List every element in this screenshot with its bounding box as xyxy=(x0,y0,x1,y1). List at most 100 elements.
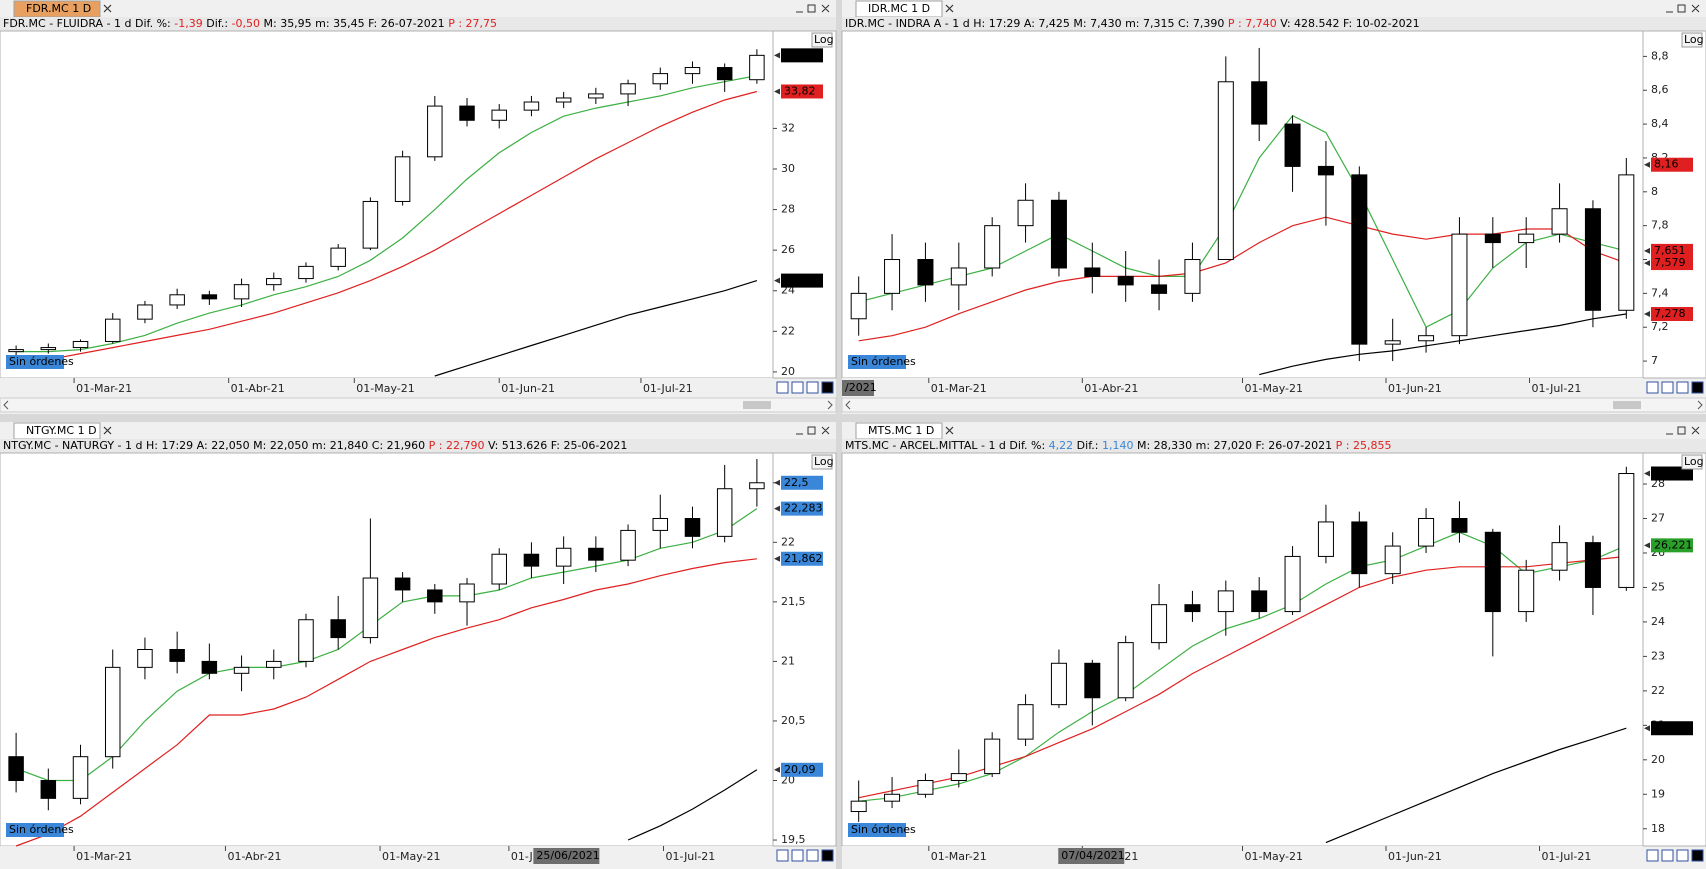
x-axis-area xyxy=(0,378,773,398)
y-tick-label: 21 xyxy=(781,654,795,667)
header-segment: Dif.: xyxy=(1073,439,1102,452)
tab-close-icon[interactable] xyxy=(103,4,112,13)
tab-close-icon[interactable] xyxy=(945,426,954,435)
price-tag-label: 35,6 xyxy=(784,48,809,61)
header: FDR.MC - FLUIDRA - 1 d Dif. %: -1,39 Dif… xyxy=(3,17,497,30)
header-segment: P : 22,790 xyxy=(429,439,485,452)
orders-badge xyxy=(848,355,906,369)
price-tag xyxy=(1651,256,1693,271)
y-tick-label: 20 xyxy=(781,365,795,378)
toolbar-icon[interactable] xyxy=(1691,849,1704,862)
tab-close-icon[interactable] xyxy=(945,4,954,13)
scroll-arrow[interactable] xyxy=(845,400,851,410)
moving-average xyxy=(627,769,758,841)
toolbar-icon[interactable] xyxy=(1646,849,1659,862)
log-button[interactable] xyxy=(811,32,833,48)
window-controls[interactable] xyxy=(1666,4,1700,13)
cursor-date xyxy=(533,848,600,864)
price-tag-arrow xyxy=(774,555,780,562)
y-tick-label: 25 xyxy=(1651,580,1665,593)
x-axis-area xyxy=(842,846,1643,866)
y-tick-label: 7 xyxy=(1651,354,1658,367)
toolbar-icon[interactable] xyxy=(776,849,789,862)
candle-body xyxy=(298,265,314,280)
price-tag-label: 20,916 xyxy=(1654,721,1693,734)
x-tick-label: 01-Mar-21 xyxy=(76,382,132,395)
candle-body xyxy=(266,278,282,286)
price-tag-label: 7,579 xyxy=(1654,256,1686,269)
window-controls[interactable] xyxy=(796,426,830,435)
header-segment: V: 428.542 F: 10-02-2021 xyxy=(1277,17,1420,30)
window-controls[interactable] xyxy=(1666,426,1700,435)
candle-body xyxy=(1518,569,1535,613)
candle-body xyxy=(749,54,765,81)
log-button[interactable] xyxy=(811,454,833,470)
y-tick-label: 20 xyxy=(1651,753,1665,766)
scrollbar[interactable] xyxy=(0,397,837,413)
candle-body xyxy=(72,756,89,799)
price-tag-label: 22,5 xyxy=(784,476,809,489)
candle-body xyxy=(137,304,153,320)
price-tag-label: 21,862 xyxy=(784,552,823,565)
plot-area xyxy=(841,452,1644,847)
cursor-date-label: /2021 xyxy=(845,381,877,394)
price-tag-label: 22,283 xyxy=(784,502,823,515)
candle-body xyxy=(1017,704,1034,740)
toolbar-icon[interactable] xyxy=(1676,849,1689,862)
log-button[interactable] xyxy=(1681,454,1703,470)
toolbar-icon[interactable] xyxy=(1676,381,1689,394)
scroll-arrow[interactable] xyxy=(3,400,9,410)
y-tick-label: 18 xyxy=(1651,822,1665,835)
y-tick-label: 19 xyxy=(1651,787,1665,800)
toolbar-icon[interactable] xyxy=(806,381,819,394)
header-segment: 4,22 xyxy=(1049,439,1074,452)
candle-body xyxy=(1351,521,1368,575)
candle-body xyxy=(917,259,934,286)
price-tag-arrow xyxy=(774,277,780,284)
toolbar-icon[interactable] xyxy=(1646,381,1659,394)
x-tick-label: 01-Abr-21 xyxy=(227,850,281,863)
price-tag-label: 8,16 xyxy=(1654,158,1679,171)
price-tag xyxy=(1651,466,1693,481)
toolbar-icon[interactable] xyxy=(821,849,834,862)
cursor-date-label: 25/06/2021 xyxy=(536,849,599,862)
log-button[interactable] xyxy=(1681,32,1703,48)
candle-body xyxy=(716,488,733,537)
scrollbar-thumb[interactable] xyxy=(743,401,771,409)
scroll-arrow[interactable] xyxy=(1697,400,1703,410)
price-tag-label: 26,221 xyxy=(1654,538,1693,551)
toolbar-icon[interactable] xyxy=(776,381,789,394)
tab-label: FDR.MC 1 D xyxy=(26,2,91,15)
header-bar xyxy=(842,439,1706,453)
toolbar-icon[interactable] xyxy=(791,381,804,394)
toolbar-icon[interactable] xyxy=(806,849,819,862)
toolbar-icon[interactable] xyxy=(791,849,804,862)
y-tick-label: 7,4 xyxy=(1651,286,1669,299)
toolbar-icon[interactable] xyxy=(1661,381,1674,394)
y-tick-label: 23 xyxy=(1651,649,1665,662)
candle-body xyxy=(459,105,475,121)
axis-area xyxy=(772,452,837,847)
moving-average xyxy=(1325,727,1627,844)
candle-body xyxy=(394,577,411,591)
orders-badge xyxy=(848,823,906,837)
scrollbar[interactable] xyxy=(841,397,1706,413)
window-controls[interactable] xyxy=(796,4,830,13)
header-segment: P : 7,740 xyxy=(1228,17,1277,30)
toolbar-icon[interactable] xyxy=(1661,849,1674,862)
candle-body xyxy=(1117,642,1134,699)
price-tag-arrow xyxy=(1644,247,1650,254)
tab-close-icon[interactable] xyxy=(103,426,112,435)
header-segment: M: 35,95 m: 35,45 F: 26-07-2021 xyxy=(260,17,448,30)
candle-body xyxy=(984,738,1001,775)
moving-average xyxy=(434,280,758,377)
scroll-arrow[interactable] xyxy=(827,400,833,410)
candle-body xyxy=(620,83,636,95)
plot-area xyxy=(841,30,1644,379)
x-tick-label: 01-Jul-21 xyxy=(1542,850,1592,863)
scrollbar-thumb[interactable] xyxy=(1613,401,1641,409)
toolbar-icon[interactable] xyxy=(1691,381,1704,394)
x-tick-label: 01-May-21 xyxy=(356,382,414,395)
toolbar-icon[interactable] xyxy=(821,381,834,394)
